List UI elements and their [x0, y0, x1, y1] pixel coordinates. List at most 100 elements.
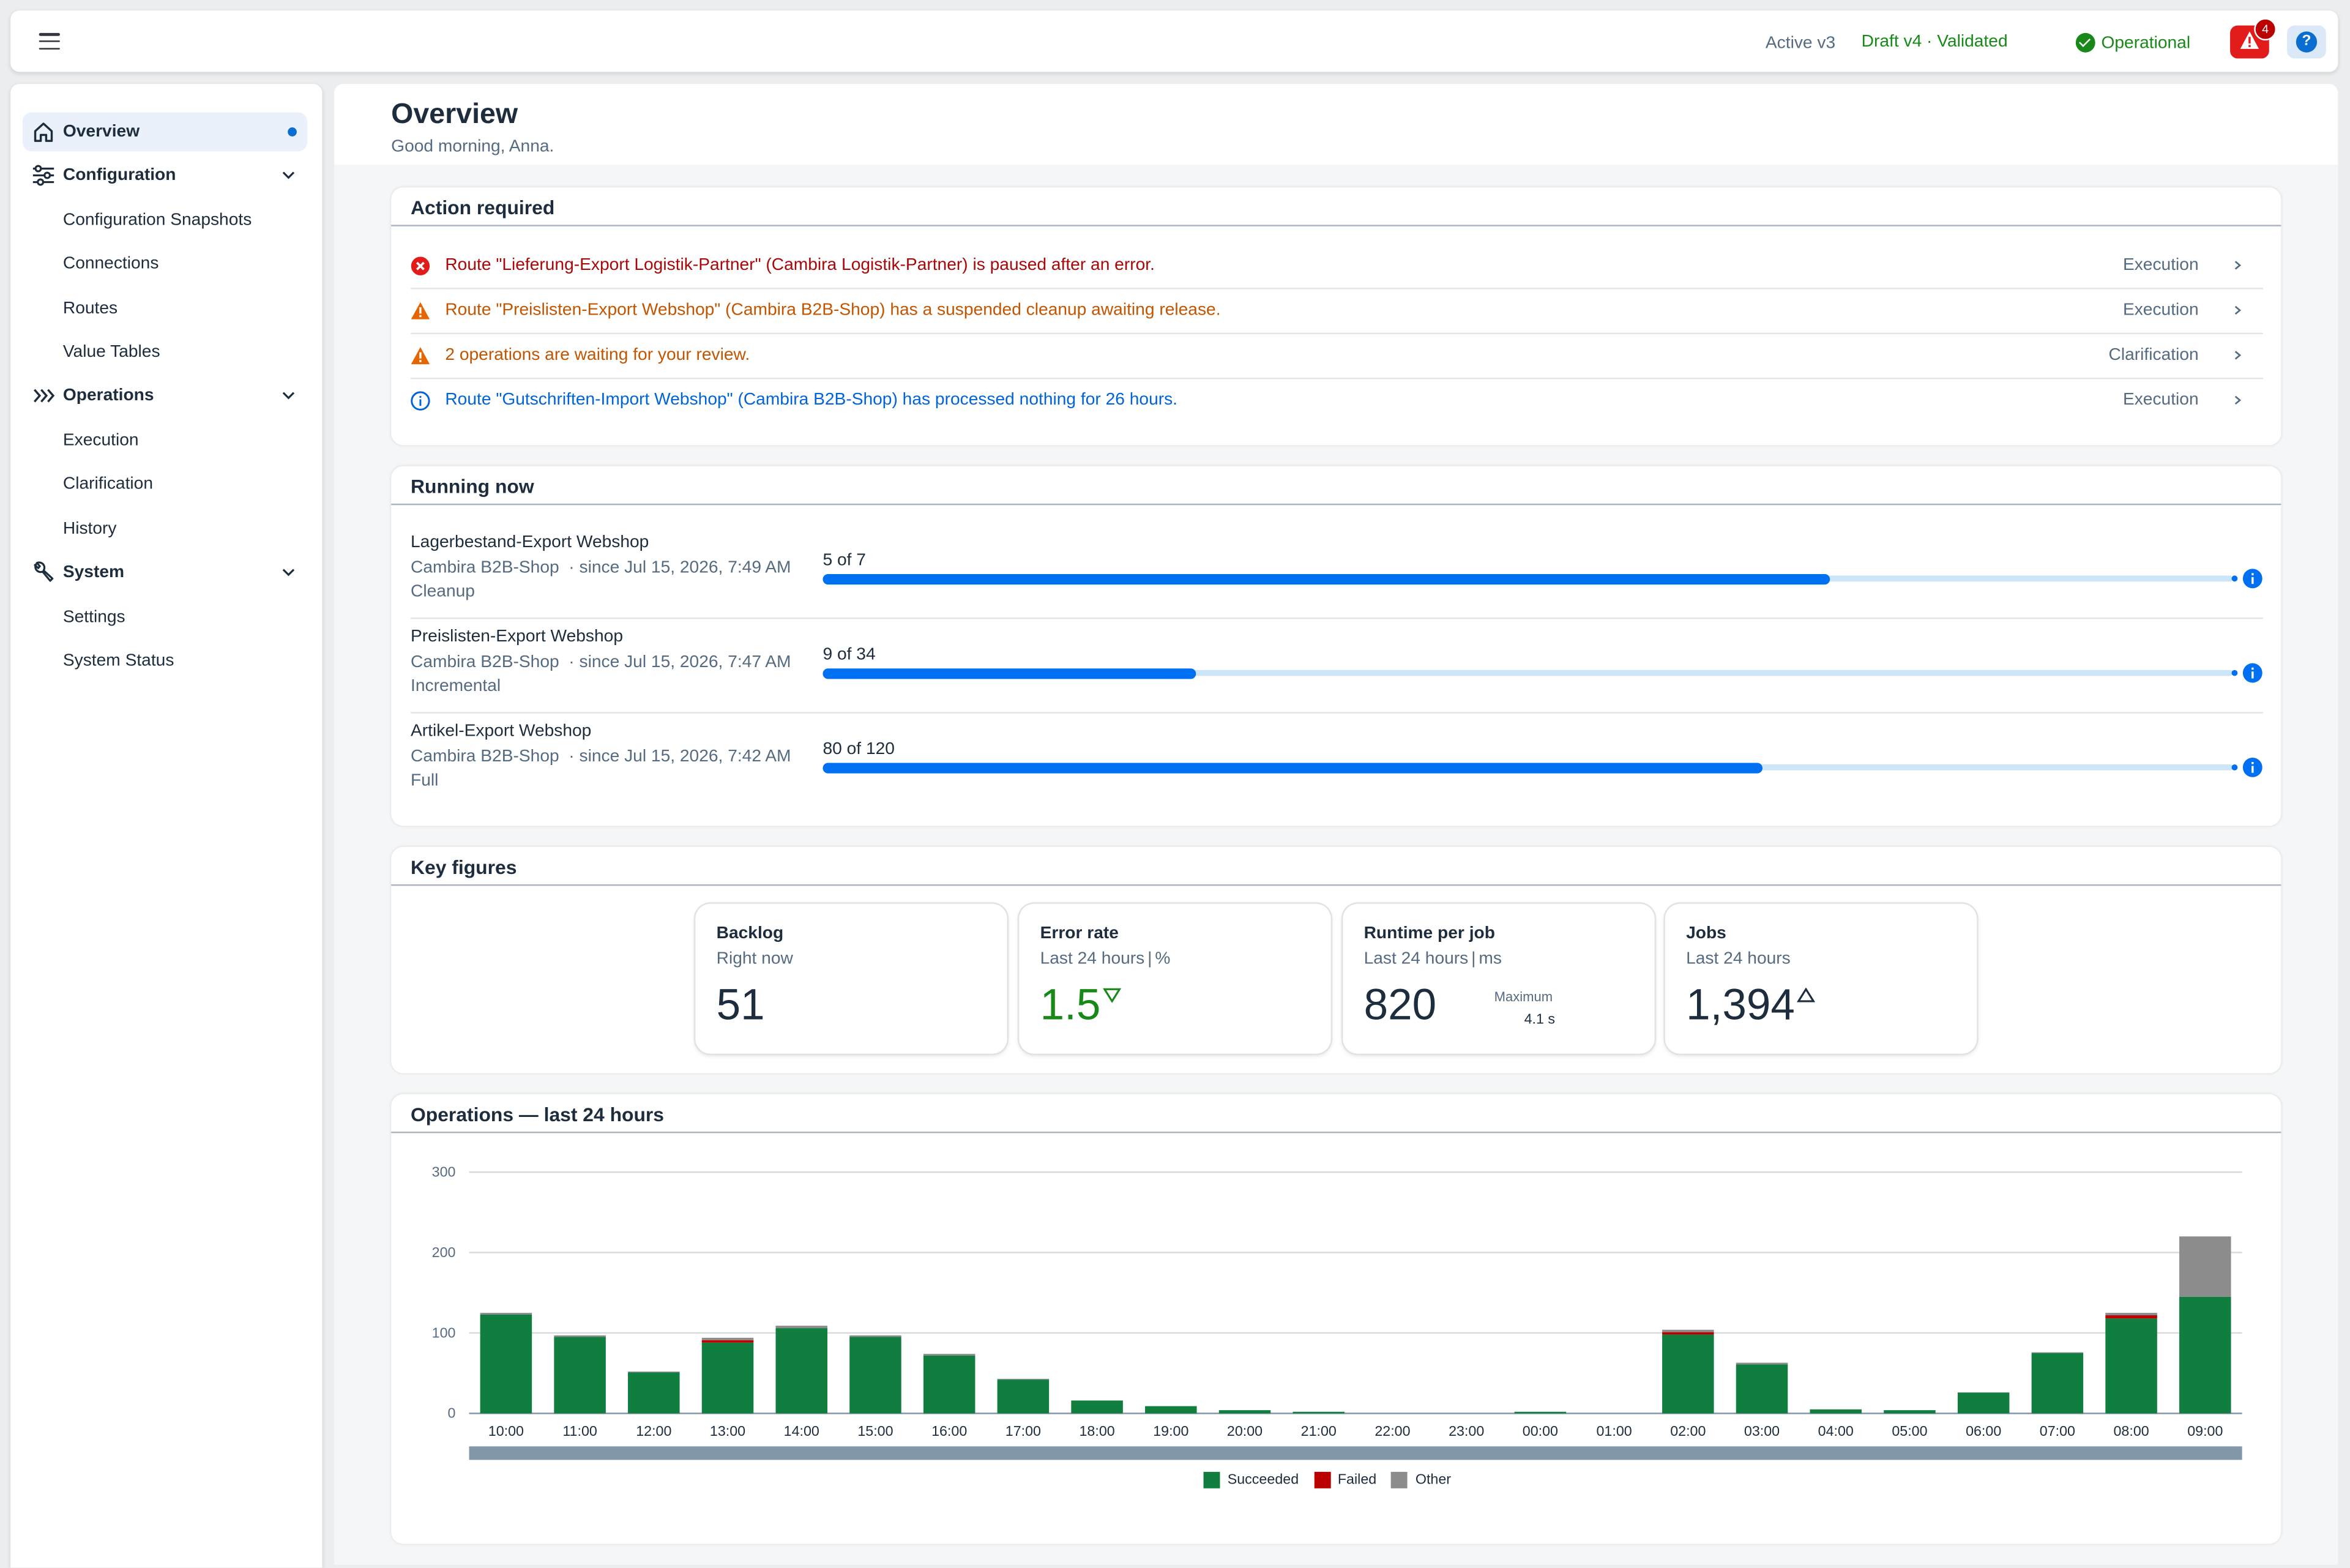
- shell-bar: Active v3 Draft v4 · Validated Operation…: [10, 10, 2338, 72]
- x-tick-label: 03:00: [1744, 1423, 1780, 1439]
- y-tick-label: 300: [432, 1163, 456, 1179]
- kpi-tile-runtime[interactable]: Runtime per job Last 24 hours | ms 820 Max…: [1343, 903, 1655, 1054]
- bar-segment-succeeded: [2179, 1296, 2231, 1414]
- alert-count-badge: 4: [2254, 18, 2277, 41]
- kpi-tile-jobs[interactable]: Jobs Last 24 hours 1,394: [1665, 903, 1977, 1054]
- route-meta: Cambira B2B-Shop · since Jul 15, 2026, 7…: [411, 654, 791, 671]
- info-icon: [411, 391, 430, 411]
- bar-segment-other: [1736, 1362, 1788, 1365]
- nav-label: Configuration: [62, 166, 176, 185]
- kpi-unit: ms: [1479, 950, 1502, 969]
- alerts-button[interactable]: 4: [2230, 18, 2277, 59]
- kpi-subtitle: Last 24 hours | ms: [1364, 950, 1502, 968]
- bar-segment-succeeded: [1218, 1410, 1271, 1414]
- chart-legend: Succeeded Failed Other: [1203, 1471, 1451, 1488]
- nav-item-configuration-snapshots[interactable]: Configuration Snapshots: [23, 201, 307, 240]
- action-item[interactable]: Route "Preislisten-Export Webshop" (Camb…: [411, 288, 2263, 335]
- chevron-down-icon[interactable]: [282, 565, 295, 578]
- kpi-tile-backlog[interactable]: Backlog Right now 51: [695, 903, 1007, 1054]
- kpi-tile-error-rate[interactable]: Error rate Last 24 hours |% 1.5: [1019, 903, 1331, 1054]
- key-figures-card: Key figures: [391, 846, 2281, 1073]
- legend-item-succeeded[interactable]: Succeeded: [1203, 1471, 1299, 1488]
- nav-item-operations[interactable]: Operations: [23, 376, 307, 416]
- route-since: · since Jul 15, 2026, 7:47 AM: [569, 653, 791, 672]
- nav-item-connections[interactable]: Connections: [23, 244, 307, 283]
- progress-fill: [822, 573, 1830, 585]
- info-icon[interactable]: [2242, 662, 2263, 683]
- bar-segment-failed: [2105, 1315, 2157, 1319]
- nav-item-execution[interactable]: Execution: [23, 421, 307, 460]
- nav-item-value-tables[interactable]: Value Tables: [23, 333, 307, 372]
- x-tick-label: 23:00: [1449, 1423, 1484, 1439]
- bar-segment-succeeded: [1071, 1400, 1123, 1414]
- running-item[interactable]: Artikel-Export Webshop Cambira B2B-Shop …: [411, 714, 2263, 807]
- legend-item-other[interactable]: Other: [1391, 1471, 1451, 1488]
- nav-item-settings[interactable]: Settings: [23, 598, 307, 637]
- divider: [391, 1131, 2281, 1133]
- chevron-right-icon: [2234, 305, 2242, 315]
- divider: [391, 225, 2281, 226]
- nav-item-configuration[interactable]: Configuration: [23, 156, 307, 195]
- page-header: Overview Good morning, Anna.: [334, 84, 2338, 166]
- bar-segment-other: [1662, 1329, 1714, 1332]
- legend-swatch: [1391, 1471, 1408, 1488]
- chevron-down-icon[interactable]: [282, 388, 295, 401]
- kpi-title: Error rate: [1040, 925, 1119, 943]
- help-button[interactable]: ?: [2287, 25, 2326, 59]
- action-item-text: Route "Preislisten-Export Webshop" (Camb…: [445, 301, 1221, 319]
- progress-fill: [822, 763, 1763, 774]
- nav-item-clarification[interactable]: Clarification: [23, 465, 307, 504]
- warning-icon: [411, 347, 430, 365]
- kpi-subtitle-text: Last 24 hours: [1363, 950, 1469, 969]
- bar-segment-failed: [1662, 1332, 1714, 1335]
- trend-down-icon: [1103, 988, 1121, 1003]
- action-item[interactable]: Route "Lieferung-Export Logistik-Partner…: [411, 243, 2263, 289]
- nav-label: Value Tables: [62, 343, 160, 362]
- action-item[interactable]: Route "Gutschriften-Import Webshop" (Cam…: [411, 378, 2263, 422]
- kpi-value: 1,394: [1686, 982, 1795, 1030]
- nav-item-routes[interactable]: Routes: [23, 289, 307, 329]
- route-system: Cambira B2B-Shop: [411, 559, 559, 577]
- chevron-down-icon[interactable]: [282, 168, 295, 181]
- y-tick-label: 0: [448, 1405, 456, 1421]
- info-icon[interactable]: [2242, 568, 2263, 589]
- action-item[interactable]: 2 operations are waiting for your review…: [411, 333, 2263, 379]
- action-item-category: Execution: [2122, 391, 2199, 409]
- progress-bar: [822, 763, 2233, 774]
- running-item[interactable]: Lagerbestand-Export Webshop Cambira B2B-…: [411, 525, 2263, 619]
- progress-fill: [822, 668, 1196, 679]
- active-version-link[interactable]: Active v3: [1765, 34, 1836, 53]
- bar-segment-other: [2105, 1313, 2157, 1316]
- nav-item-history[interactable]: History: [23, 510, 307, 549]
- side-navigation: Overview Configuration Configuration Sna…: [10, 84, 323, 1568]
- nav-item-system-status[interactable]: System Status: [23, 641, 307, 681]
- menu-icon[interactable]: [39, 32, 60, 50]
- nav-label: Connections: [62, 255, 159, 273]
- info-icon[interactable]: [2242, 757, 2263, 778]
- x-tick-label: 04:00: [1818, 1423, 1854, 1439]
- bar-segment-succeeded: [554, 1337, 606, 1414]
- page-title: Overview: [391, 99, 518, 131]
- warning-icon: [411, 302, 430, 319]
- system-status-indicator[interactable]: Operational: [2075, 32, 2190, 53]
- greeting-text: Good morning, Anna.: [391, 138, 554, 156]
- nav-item-system[interactable]: System: [23, 553, 307, 592]
- legend-item-failed[interactable]: Failed: [1313, 1471, 1376, 1488]
- running-item[interactable]: Preislisten-Export Webshop Cambira B2B-S…: [411, 619, 2263, 714]
- route-mode: Cleanup: [411, 583, 475, 602]
- bar-segment-succeeded: [1292, 1411, 1345, 1414]
- action-item-text: 2 operations are waiting for your review…: [445, 346, 750, 365]
- legend-label: Succeeded: [1227, 1471, 1299, 1488]
- x-tick-label: 11:00: [562, 1423, 597, 1439]
- check-circle-icon: [2075, 32, 2095, 53]
- route-meta: Cambira B2B-Shop · since Jul 15, 2026, 7…: [411, 748, 791, 766]
- nav-item-overview[interactable]: Overview: [22, 112, 308, 152]
- divider: [391, 503, 2281, 506]
- y-tick-label: 100: [432, 1324, 456, 1340]
- draft-version-link[interactable]: Draft v4 · Validated: [1861, 32, 2008, 51]
- kpi-title: Runtime per job: [1363, 925, 1495, 943]
- bar-segment-succeeded: [1884, 1410, 1936, 1414]
- unit-separator: |: [1147, 950, 1152, 969]
- route-mode: Incremental: [411, 677, 501, 696]
- card-title: Operations — last 24 hours: [411, 1103, 665, 1126]
